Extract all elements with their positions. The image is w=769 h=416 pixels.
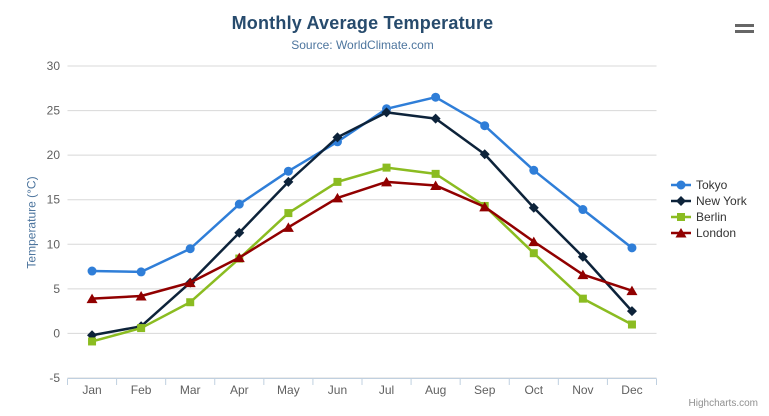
chart-title: Monthly Average Temperature: [231, 13, 494, 33]
legend-item-berlin[interactable]: Berlin: [671, 209, 747, 225]
legend-item-label: London: [696, 226, 737, 240]
legend-marker-london[interactable]: [675, 228, 687, 238]
data-point-new-york[interactable]: [528, 202, 539, 213]
y-axis-title: Temperature (°C): [24, 176, 39, 269]
data-point-tokyo[interactable]: [185, 244, 195, 254]
data-point-berlin[interactable]: [284, 209, 293, 218]
data-point-tokyo[interactable]: [136, 267, 146, 277]
series-line-london: [91, 180, 633, 300]
series-london: [86, 176, 638, 304]
circle-marker-icon: [671, 180, 691, 190]
series-line-tokyo: [92, 95, 633, 274]
data-point-new-york[interactable]: [381, 107, 392, 118]
chart-subtitle: Source: WorldClimate.com: [291, 38, 434, 52]
data-point-london[interactable]: [184, 277, 196, 288]
x-axis-label: May: [277, 383, 300, 397]
data-point-london[interactable]: [86, 293, 98, 304]
data-point-berlin[interactable]: [382, 163, 391, 172]
x-axis-label: Feb: [131, 383, 152, 397]
diamond-marker-icon: [671, 196, 691, 206]
data-point-tokyo[interactable]: [529, 165, 539, 175]
data-point-tokyo[interactable]: [87, 266, 97, 276]
hamburger-icon: [735, 24, 755, 33]
legend-item-tokyo[interactable]: Tokyo: [671, 177, 747, 193]
data-point-tokyo[interactable]: [283, 166, 293, 176]
legend: Tokyo New York Berlin London: [671, 177, 747, 241]
data-point-new-york[interactable]: [234, 227, 245, 238]
legend-item-label: Berlin: [696, 210, 727, 224]
x-axis-label: Jul: [379, 383, 394, 397]
export-menu-button[interactable]: [733, 20, 757, 40]
series-line-berlin: [91, 166, 633, 343]
data-point-london[interactable]: [430, 180, 442, 190]
data-point-berlin[interactable]: [186, 298, 195, 307]
y-axis-label: 0: [53, 326, 60, 340]
x-axis-label: Jan: [82, 383, 101, 397]
x-axis-label: Oct: [524, 383, 543, 397]
square-marker-icon: [671, 213, 691, 221]
data-point-berlin[interactable]: [333, 177, 342, 186]
legend-item-label: Tokyo: [696, 178, 728, 192]
data-point-berlin[interactable]: [627, 320, 636, 329]
highcharts-credits-link[interactable]: Highcharts.com: [688, 398, 758, 409]
series-tokyo: [87, 92, 637, 277]
y-axis-label: 20: [47, 148, 61, 162]
y-axis-label: 30: [47, 59, 61, 73]
data-point-new-york[interactable]: [626, 306, 637, 317]
data-point-new-york[interactable]: [283, 176, 294, 187]
data-point-berlin[interactable]: [529, 249, 538, 258]
data-point-london[interactable]: [331, 192, 343, 203]
data-point-new-york[interactable]: [430, 113, 441, 124]
x-axis-label: Aug: [425, 383, 446, 397]
data-point-new-york[interactable]: [479, 149, 490, 160]
data-point-new-york[interactable]: [332, 132, 343, 143]
legend-marker-berlin[interactable]: [677, 213, 685, 221]
data-point-berlin[interactable]: [431, 169, 440, 178]
triangle-marker-icon: [671, 228, 691, 238]
legend-item-new-york[interactable]: New York: [671, 193, 747, 209]
data-point-london[interactable]: [479, 201, 491, 212]
data-point-tokyo[interactable]: [627, 243, 637, 253]
x-axis-label: Mar: [180, 383, 201, 397]
data-point-london[interactable]: [528, 236, 540, 247]
data-point-new-york[interactable]: [577, 251, 588, 262]
data-point-london[interactable]: [626, 285, 638, 296]
x-axis-label: Jun: [328, 383, 347, 397]
data-point-berlin[interactable]: [137, 324, 146, 333]
x-axis-label: Dec: [621, 383, 642, 397]
data-point-tokyo[interactable]: [578, 205, 588, 215]
data-point-london[interactable]: [282, 222, 294, 232]
x-axis-label: Apr: [230, 383, 249, 397]
data-point-tokyo[interactable]: [480, 121, 490, 131]
data-point-london[interactable]: [135, 290, 147, 301]
x-axis-label: Nov: [572, 383, 593, 397]
data-point-tokyo[interactable]: [431, 92, 441, 102]
data-point-berlin[interactable]: [88, 337, 97, 346]
legend-item-london[interactable]: London: [671, 225, 747, 241]
series-new-york: [87, 107, 637, 341]
data-point-london[interactable]: [381, 176, 393, 187]
x-axis-label: Sep: [474, 383, 496, 397]
legend-item-label: New York: [696, 194, 747, 208]
y-axis-label: 5: [53, 282, 60, 296]
data-point-berlin[interactable]: [578, 294, 587, 303]
data-point-london[interactable]: [577, 269, 589, 280]
data-point-london[interactable]: [233, 252, 245, 263]
y-axis-label: 25: [47, 104, 61, 118]
y-axis-label: -5: [49, 371, 60, 385]
series-line-new-york: [91, 111, 633, 337]
legend-marker-new-york[interactable]: [676, 196, 686, 206]
y-axis-label: 10: [47, 237, 61, 251]
data-point-tokyo[interactable]: [234, 199, 244, 209]
y-axis-label: 15: [47, 193, 61, 207]
legend-marker-tokyo[interactable]: [676, 180, 686, 190]
